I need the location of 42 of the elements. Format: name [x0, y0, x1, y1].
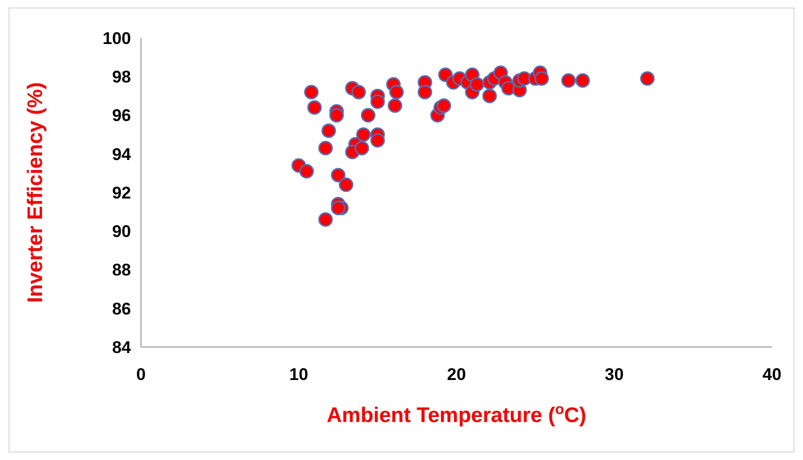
y-tick-label: 92 [112, 183, 131, 202]
x-tick-label: 20 [447, 365, 466, 384]
point [418, 84, 432, 100]
point [370, 133, 385, 148]
point [356, 127, 371, 142]
x-tick-label: 10 [289, 365, 308, 384]
y-tick-label: 94 [112, 144, 132, 164]
point [360, 108, 376, 122]
point [299, 164, 314, 179]
point [370, 94, 385, 109]
point [330, 168, 346, 182]
point [640, 71, 655, 86]
y-tick-label: 96 [112, 106, 131, 126]
point [389, 84, 404, 100]
point [561, 73, 576, 88]
point [436, 98, 452, 113]
point [304, 84, 319, 100]
x-tick-label: 0 [136, 365, 146, 384]
point [318, 212, 333, 227]
x-tick-label: 40 [762, 365, 782, 384]
x-tick-label: 30 [604, 365, 624, 384]
point [330, 200, 346, 216]
y-axis-title: Inverter Efficiency (%) [24, 82, 47, 303]
point [307, 100, 322, 115]
point [534, 71, 549, 86]
point [338, 178, 354, 192]
y-tick-label: 90 [112, 222, 131, 242]
x-axis-title: Ambient Temperature ($^{o}$C) [326, 402, 586, 427]
y-tick-label: 100 [102, 28, 131, 48]
point [321, 123, 336, 138]
y-tick-label: 88 [112, 260, 131, 280]
point [388, 98, 402, 113]
y-tick-label: 98 [112, 68, 131, 87]
point [575, 73, 590, 88]
point [470, 77, 484, 92]
point [351, 84, 366, 100]
point [354, 140, 370, 156]
point [482, 88, 497, 104]
point [329, 108, 344, 122]
y-tick-label: 86 [112, 299, 131, 318]
point [318, 140, 333, 156]
y-tick-label: 84 [112, 338, 132, 357]
